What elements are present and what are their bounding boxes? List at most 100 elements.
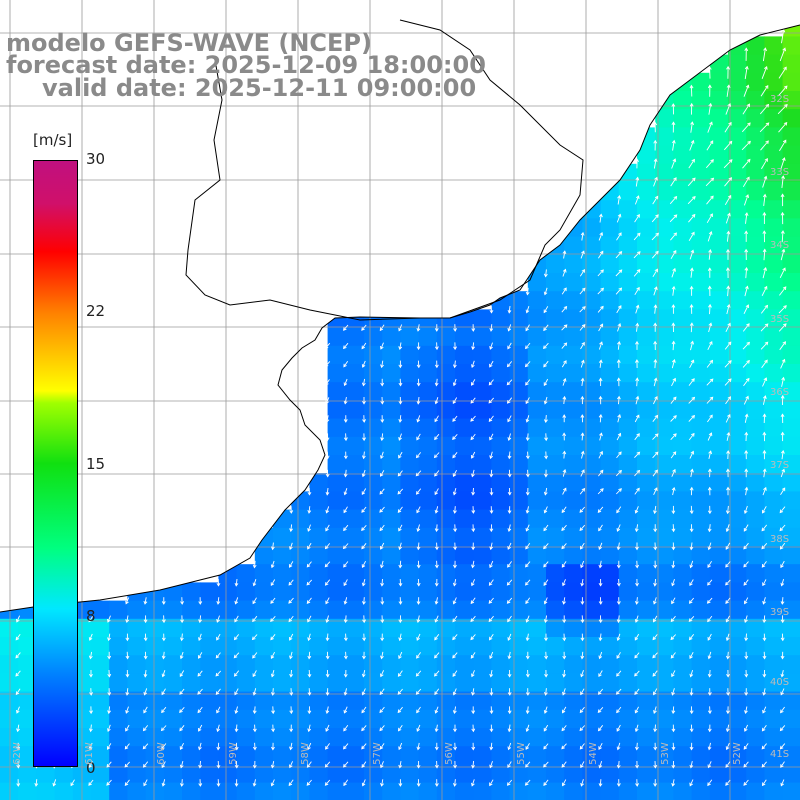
field-cell: [709, 527, 729, 547]
wind-arrow-head: [325, 692, 330, 696]
wind-arrow-head: [635, 783, 639, 787]
wind-arrow: [762, 579, 767, 586]
wind-arrow-head: [434, 382, 439, 387]
wind-arrow-head: [380, 345, 384, 350]
wind-arrow: [144, 688, 148, 695]
field-cell: [546, 709, 565, 729]
wind-arrow: [380, 761, 384, 768]
field-cell: [782, 291, 800, 310]
field-cell: [673, 473, 693, 492]
field-cell: [145, 673, 165, 693]
field-cell: [582, 527, 602, 547]
field-cell: [0, 764, 19, 784]
field-cell: [364, 746, 383, 765]
wind-arrow: [471, 451, 476, 459]
field-cell: [764, 600, 784, 620]
wind-arrow: [197, 688, 203, 695]
field-cell: [618, 364, 638, 383]
wind-arrow-head: [598, 655, 603, 660]
wind-arrow-head: [324, 782, 329, 786]
wind-arrow-head: [543, 600, 548, 605]
field-cell: [491, 600, 511, 620]
wind-arrow: [652, 652, 658, 659]
wind-arrow-head: [234, 728, 239, 733]
field-cell: [291, 546, 310, 565]
field-cell: [509, 509, 529, 529]
wind-arrow: [452, 634, 458, 640]
wind-arrow-head: [781, 358, 786, 363]
wind-arrow-head: [434, 746, 439, 751]
wind-arrow: [416, 706, 421, 713]
field-cell: [345, 655, 365, 674]
wind-arrow: [215, 688, 221, 695]
wind-arrow-head: [709, 359, 714, 364]
field-cell: [582, 345, 602, 365]
land-mask: [0, 0, 800, 612]
wind-arrow: [780, 743, 786, 750]
field-cell: [655, 400, 674, 420]
wind-arrow: [325, 361, 331, 367]
wind-arrow: [489, 433, 494, 441]
wind-arrow: [779, 267, 786, 279]
wind-arrow-head: [744, 450, 749, 454]
wind-arrow-head: [783, 305, 787, 309]
wind-arrow-head: [617, 195, 622, 199]
wind-arrow-head: [671, 359, 676, 363]
wind-arrow-head: [671, 728, 676, 733]
wind-arrow-head: [434, 546, 439, 551]
field-cell: [491, 309, 511, 329]
wind-arrow: [761, 561, 767, 568]
wind-arrow: [581, 232, 584, 241]
wind-arrow: [107, 724, 111, 732]
field-cell: [218, 728, 238, 747]
wind-arrow-head: [325, 655, 330, 660]
wind-arrow-head: [488, 636, 493, 641]
wind-arrow: [761, 286, 768, 297]
wind-arrow: [688, 433, 695, 441]
field-cell: [618, 600, 638, 620]
wind-arrow: [325, 524, 330, 531]
field-cell: [309, 546, 329, 565]
field-cell: [473, 582, 492, 602]
field-cell: [655, 382, 674, 401]
field-cell: [728, 163, 747, 183]
wind-arrow-head: [452, 691, 457, 696]
field-cell: [91, 655, 110, 674]
wind-arrow-head: [361, 673, 366, 678]
wind-arrow: [633, 251, 641, 259]
wind-arrow: [507, 615, 512, 622]
wind-arrow-head: [106, 782, 110, 786]
wind-arrow: [580, 761, 585, 768]
field-cell: [637, 600, 656, 620]
wind-arrow-head: [598, 546, 602, 551]
field-cell: [637, 291, 656, 310]
lon-label: 56W: [443, 742, 455, 765]
wind-arrow-head: [107, 673, 112, 678]
wind-arrow-head: [580, 582, 585, 587]
wind-arrow-head: [471, 364, 475, 369]
wind-arrow: [634, 214, 640, 223]
field-cell: [728, 254, 747, 274]
field-cell: [618, 728, 638, 747]
wind-arrow: [616, 724, 621, 732]
field-cell: [655, 764, 674, 784]
wind-arrow: [216, 633, 221, 641]
wind-arrow-head: [324, 563, 329, 568]
wind-arrow-head: [324, 345, 329, 350]
wind-arrow: [215, 652, 221, 659]
wind-arrow-head: [689, 710, 694, 715]
field-cell: [764, 54, 784, 74]
wind-arrow-head: [525, 637, 530, 642]
wind-arrow-head: [306, 563, 311, 568]
lon-label: 53W: [659, 742, 671, 765]
wind-arrow-head: [361, 327, 365, 331]
field-cell: [546, 254, 565, 274]
field-cell: [382, 364, 401, 383]
wind-arrow-head: [434, 400, 439, 405]
wind-arrow: [781, 670, 784, 677]
field-cell: [182, 655, 201, 674]
wind-arrow-head: [655, 232, 660, 237]
wind-arrow-head: [398, 601, 403, 605]
field-cell: [618, 218, 638, 238]
wind-arrow-head: [525, 746, 529, 750]
